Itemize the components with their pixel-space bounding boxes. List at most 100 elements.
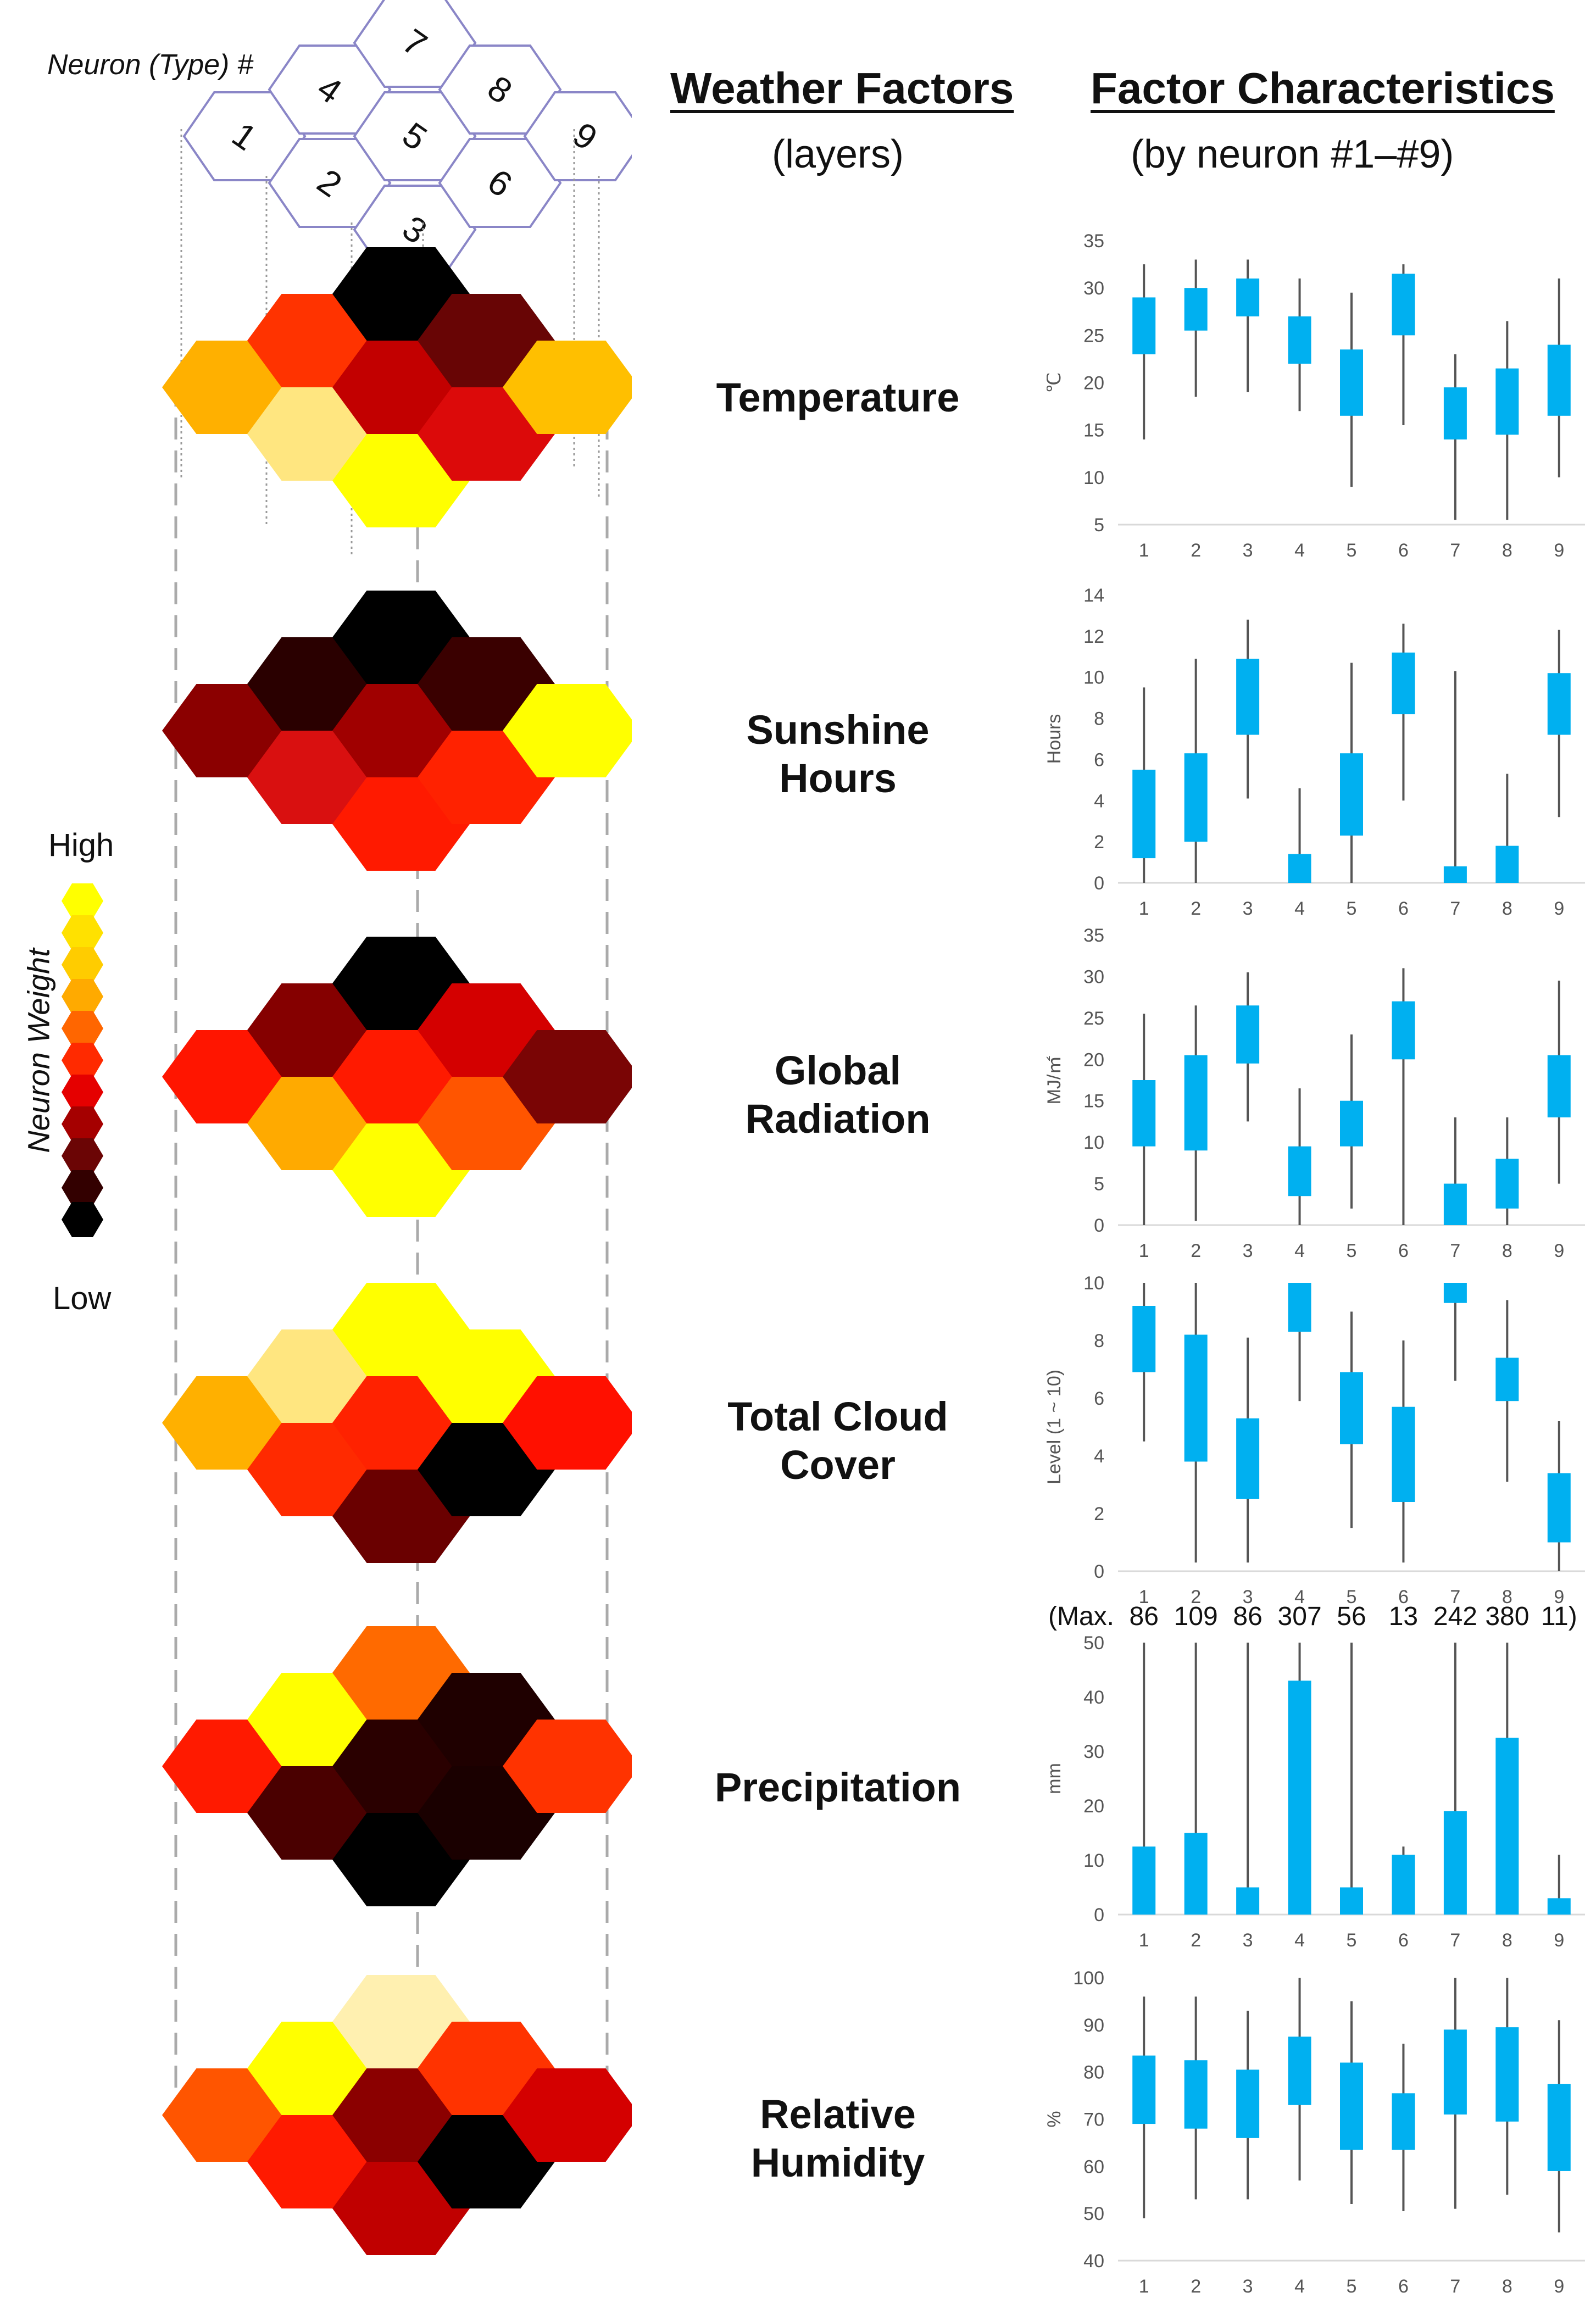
precip-max-value: 242 [1433,1602,1477,1631]
x-tick-label: 9 [1554,1930,1564,1951]
x-tick-label: 6 [1398,540,1409,561]
layer-label-line: Sunshine [746,707,930,753]
layer-label-line: Precipitation [714,1765,961,1810]
x-tick-label: 2 [1191,1587,1201,1607]
box-radiation-9 [1547,1055,1571,1117]
y-tick-label: 20 [1083,1796,1104,1817]
box-precipitation-6 [1392,1855,1415,1915]
precip-max-value: 307 [1277,1602,1322,1631]
layer-label-line: Total Cloud [727,1394,948,1439]
x-tick-label: 3 [1243,1240,1253,1261]
key-hex-5 [353,91,477,181]
x-tick-label: 1 [1139,540,1149,561]
layer-label-precipitation: Precipitation [687,1763,989,1812]
precip-max-value: 109 [1174,1602,1218,1631]
x-tick-label: 5 [1347,1587,1357,1607]
x-tick-label: 9 [1554,1240,1564,1261]
x-tick-label: 5 [1347,540,1357,561]
box-precipitation-4 [1288,1681,1311,1915]
factor-characteristics-subheader: (by neuron #1–#9) [1131,132,1454,176]
weather-factors-header: Weather Factors [670,64,1014,113]
x-tick-label: 3 [1243,540,1253,561]
x-tick-label: 4 [1294,2276,1305,2297]
y-tick-label: 10 [1083,1273,1104,1294]
y-tick-label: 25 [1083,325,1104,346]
x-tick-label: 5 [1347,898,1357,919]
box-precipitation-3 [1236,1887,1260,1915]
x-tick-label: 1 [1139,1587,1149,1607]
key-hex-9 [523,91,632,181]
box-cloud-8 [1495,1357,1519,1401]
y-tick-label: 50 [1083,1633,1104,1654]
x-tick-label: 5 [1347,1930,1357,1951]
box-humidity-7 [1443,2029,1467,2115]
box-radiation-3 [1236,1005,1260,1064]
y-tick-label: 6 [1094,1388,1104,1409]
y-tick-label: 10 [1083,468,1104,488]
layer-label-line: Humidity [750,2140,925,2185]
y-tick-label: 8 [1094,709,1104,730]
x-tick-label: 6 [1398,1587,1409,1607]
precip-max-label: (Max. [1048,1602,1114,1631]
key-hex-7 [353,0,477,88]
y-tick-label: 10 [1083,1850,1104,1871]
y-tick-label: 100 [1073,1968,1104,1989]
precip-max-value: 86 [1233,1602,1263,1631]
y-tick-label: 10 [1083,667,1104,688]
box-sunshine-4 [1288,854,1311,883]
legend-swatch [62,1075,103,1110]
x-tick-label: 5 [1347,2276,1357,2297]
legend-swatch [62,1138,103,1173]
neuron-type-label: Neuron (Type) # [47,49,253,81]
box-sunshine-7 [1443,866,1467,883]
box-humidity-9 [1547,2084,1571,2171]
hex-sunshine-9 [503,684,632,777]
y-tick-label: 12 [1083,626,1104,647]
x-tick-label: 5 [1347,1240,1357,1261]
box-precipitation-5 [1340,1887,1363,1915]
box-cloud-5 [1340,1372,1363,1444]
box-temperature-3 [1236,278,1260,316]
y-tick-label: 0 [1094,1561,1104,1582]
key-hex-6 [438,138,562,228]
y-tick-label: 10 [1083,1132,1104,1153]
legend-swatch [62,1106,103,1142]
layer-label-humidity: Relative Humidity [687,2090,989,2187]
x-tick-label: 3 [1243,2276,1253,2297]
x-tick-label: 7 [1450,1240,1460,1261]
x-tick-label: 8 [1502,1240,1512,1261]
weather-factors-subheader: (layers) [772,132,904,176]
key-hex-4 [268,44,392,135]
y-tick-label: 30 [1083,278,1104,299]
box-cloud-9 [1547,1473,1571,1543]
y-tick-label: 40 [1083,2251,1104,2272]
y-tick-label: 0 [1094,1905,1104,1926]
y-tick-label: 8 [1094,1331,1104,1351]
layer-label-line: Relative [760,2091,916,2137]
hex-precipitation-9 [503,1720,632,1813]
y-tick-label: 5 [1094,515,1104,536]
y-tick-label: 2 [1094,1504,1104,1525]
box-precipitation-1 [1132,1846,1156,1915]
x-tick-label: 8 [1502,1930,1512,1951]
box-temperature-5 [1340,349,1363,416]
y-tick-label: 35 [1083,925,1104,946]
x-tick-label: 4 [1294,898,1305,919]
x-tick-label: 2 [1191,898,1201,919]
y-tick-label: 2 [1094,832,1104,853]
legend-swatch [62,1043,103,1078]
box-radiation-8 [1495,1159,1519,1209]
x-tick-label: 7 [1450,898,1460,919]
y-tick-label: 40 [1083,1687,1104,1708]
legend-swatch [62,979,103,1014]
y-tick-label: 60 [1083,2156,1104,2177]
layer-label-cloud: Total Cloud Cover [687,1393,989,1489]
x-tick-label: 7 [1450,1587,1460,1607]
box-temperature-6 [1392,274,1415,336]
hex-humidity-9 [503,2068,632,2162]
box-cloud-6 [1392,1406,1415,1502]
box-sunshine-3 [1236,659,1260,735]
box-sunshine-5 [1340,753,1363,836]
precip-max-value: 56 [1337,1602,1366,1631]
y-axis-title: Hours [1047,714,1065,764]
